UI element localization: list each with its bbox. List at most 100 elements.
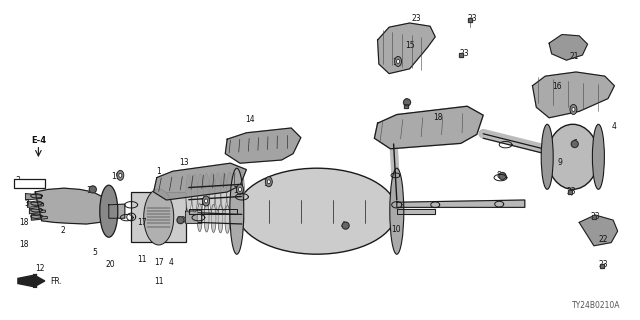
Circle shape [90,186,96,193]
Ellipse shape [541,124,553,189]
Ellipse shape [204,204,209,232]
Polygon shape [31,215,47,220]
Ellipse shape [397,60,399,63]
Text: TY24B0210A: TY24B0210A [572,301,621,310]
Ellipse shape [221,172,227,211]
Text: 4: 4 [612,122,617,131]
Ellipse shape [266,177,272,187]
Text: 20: 20 [105,260,115,269]
Polygon shape [225,128,301,163]
Polygon shape [35,188,109,224]
Text: 23: 23 [566,187,576,196]
Text: 15: 15 [404,41,415,50]
Ellipse shape [225,205,230,233]
Polygon shape [579,215,618,246]
Polygon shape [28,202,44,207]
Polygon shape [549,35,588,60]
Text: 2: 2 [60,226,65,235]
Ellipse shape [198,174,204,212]
Text: 18: 18 [20,218,29,227]
Polygon shape [26,194,42,200]
Circle shape [177,217,184,224]
Text: 6: 6 [404,98,409,107]
Polygon shape [532,72,614,118]
Ellipse shape [232,172,239,210]
Text: 5: 5 [92,248,97,257]
Ellipse shape [191,174,198,212]
Polygon shape [397,200,525,207]
Circle shape [342,222,349,229]
Ellipse shape [395,56,401,67]
Ellipse shape [204,173,209,212]
Ellipse shape [144,189,173,245]
Text: 22: 22 [598,235,607,244]
Ellipse shape [205,199,207,203]
Text: 6: 6 [572,140,577,148]
Text: 10: 10 [390,225,401,234]
Text: 23: 23 [467,14,477,23]
Circle shape [572,140,578,148]
Text: 19: 19 [568,106,578,115]
Text: 14: 14 [244,116,255,124]
Ellipse shape [237,168,397,254]
Ellipse shape [239,188,241,191]
Text: 11: 11 [154,277,163,286]
Polygon shape [378,23,435,74]
Text: 17: 17 [154,258,164,267]
Ellipse shape [268,180,270,184]
Ellipse shape [100,185,118,237]
Ellipse shape [390,168,404,254]
Text: 18: 18 [20,240,29,249]
Text: 21: 21 [570,52,579,61]
Polygon shape [18,275,45,287]
Ellipse shape [197,204,202,232]
Ellipse shape [238,172,244,209]
Text: 23: 23 [459,49,469,58]
Text: 7: 7 [102,203,107,212]
Ellipse shape [239,206,244,234]
Text: 23: 23 [590,212,600,221]
Ellipse shape [237,184,243,195]
Ellipse shape [209,173,215,211]
Text: 23: 23 [598,260,608,269]
Ellipse shape [186,175,192,212]
Circle shape [499,172,506,180]
Ellipse shape [218,205,223,233]
Text: 11: 11 [138,255,147,264]
Text: 13: 13 [179,158,189,167]
Polygon shape [397,209,435,214]
Ellipse shape [215,173,221,211]
Text: 16: 16 [552,82,562,91]
Text: 18: 18 [86,186,95,195]
Ellipse shape [211,204,216,232]
Text: 1: 1 [156,167,161,176]
Ellipse shape [227,172,232,210]
Ellipse shape [593,124,604,189]
Text: 3: 3 [24,199,29,208]
Text: 23: 23 [411,14,421,23]
Text: 3: 3 [15,176,20,185]
Ellipse shape [230,168,244,254]
Bar [131,192,186,242]
Text: 12: 12 [35,264,44,273]
Ellipse shape [117,170,124,180]
Circle shape [404,99,410,106]
Ellipse shape [203,196,209,206]
Ellipse shape [547,124,598,189]
Text: 19: 19 [262,179,273,188]
Text: 19: 19 [111,172,122,181]
Text: 19: 19 [392,58,402,67]
Polygon shape [189,209,237,214]
Text: 8: 8 [497,171,502,180]
Ellipse shape [232,206,237,234]
Polygon shape [109,204,125,218]
Text: E-4: E-4 [31,136,46,145]
Text: FR.: FR. [50,277,62,286]
Ellipse shape [119,173,122,177]
Text: 9: 9 [557,158,563,167]
Polygon shape [374,106,483,149]
Ellipse shape [570,104,577,115]
Ellipse shape [572,108,575,111]
Text: 4: 4 [169,258,174,267]
Polygon shape [29,209,45,214]
